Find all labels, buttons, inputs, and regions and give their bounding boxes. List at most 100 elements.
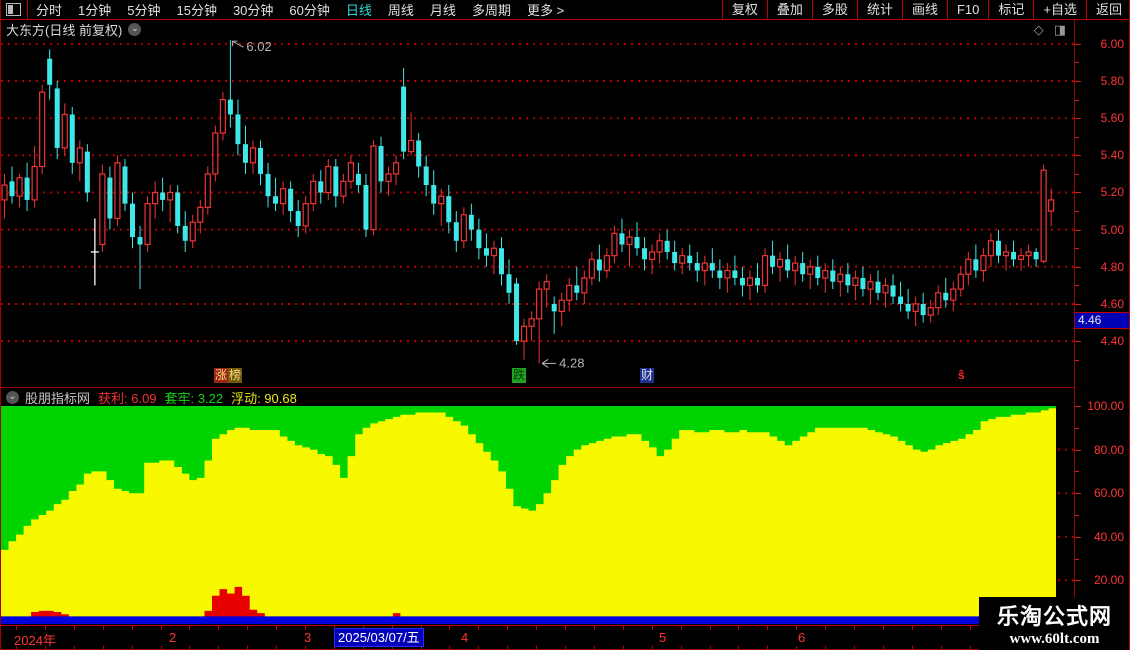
menu-item-10[interactable]: 更多 > xyxy=(526,3,565,18)
indicator-field-0: 获利: 6.09 xyxy=(98,390,157,406)
menu-item-8[interactable]: 月线 xyxy=(429,3,456,18)
timeline-tick xyxy=(710,646,711,649)
axis-tick xyxy=(1075,427,1079,429)
price-axis-label: 5.40 xyxy=(1100,148,1124,163)
timeline-tick xyxy=(363,646,364,649)
timeline-tick xyxy=(334,646,335,649)
menu-item-6[interactable]: 日线 xyxy=(345,3,372,18)
indicator-canvas[interactable] xyxy=(1,405,1074,625)
price-axis-label: 5.60 xyxy=(1100,111,1124,126)
chart-marker-2: 财 xyxy=(640,368,655,383)
indicator-name[interactable]: 股朋指标网 xyxy=(25,390,91,406)
chevron-down-icon[interactable]: ⌄ xyxy=(6,390,19,404)
price-axis-label: 5.00 xyxy=(1100,222,1124,237)
diamond-icon[interactable]: ◇ xyxy=(1033,22,1044,37)
chart-marker-0: 涨榜 xyxy=(214,368,243,383)
indicator-axis-label: 100.00 xyxy=(1087,399,1124,413)
price-axis-label: 5.80 xyxy=(1100,74,1124,89)
axis-tick xyxy=(1075,192,1081,194)
axis-tick xyxy=(1075,536,1081,538)
axis-tick xyxy=(1075,62,1079,64)
timeline-tick xyxy=(825,626,826,630)
tool-item-0[interactable]: 复权 xyxy=(721,0,767,20)
timeline-tick xyxy=(738,626,739,630)
menu-item-9[interactable]: 多周期 xyxy=(471,3,511,18)
main-chart-canvas[interactable]: 6.02 4.28 xyxy=(1,37,1074,387)
indicator-axis-label: 80.00 xyxy=(1093,442,1124,457)
divider xyxy=(27,0,28,20)
timeline-tick xyxy=(681,626,682,630)
axis-tick xyxy=(1075,118,1081,120)
axis-tick xyxy=(1075,341,1081,343)
title-bar: 大东方(日线 前复权) ⌄ ◇ ◨ xyxy=(1,21,1074,38)
timeline-tick xyxy=(449,646,450,649)
timeline-tick xyxy=(132,646,133,649)
tool-item-5[interactable]: F10 xyxy=(946,0,988,20)
indicator-header: ⌄ 股朋指标网 获利: 6.09 套牢: 3.22 浮动: 90.68 xyxy=(1,389,1074,406)
timeline-tick xyxy=(161,646,162,649)
tool-item-6[interactable]: 标记 xyxy=(988,0,1033,20)
stock-title[interactable]: 大东方(日线 前复权) xyxy=(6,22,123,38)
tool-item-3[interactable]: 统计 xyxy=(856,0,902,20)
menu-item-4[interactable]: 30分钟 xyxy=(232,3,274,18)
price-axis-label: 6.00 xyxy=(1100,36,1124,51)
menu-item-0[interactable]: 分时 xyxy=(36,3,63,18)
menu-item-1[interactable]: 1分钟 xyxy=(78,3,112,18)
tool-item-2[interactable]: 多股 xyxy=(811,0,857,20)
tool-item-1[interactable]: 叠加 xyxy=(766,0,812,20)
menu-item-7[interactable]: 周线 xyxy=(387,3,414,18)
indicator-axis-label: 60.00 xyxy=(1093,486,1124,501)
axis-tick xyxy=(1075,248,1079,250)
timeline[interactable]: 2024年 2 3 4 5 6 2025/03/07/五 xyxy=(1,625,1129,650)
timeline-tick xyxy=(16,626,17,630)
timeline-tick xyxy=(74,646,75,649)
timeline-label-1: 2 xyxy=(169,630,177,645)
price-axis-label: 4.40 xyxy=(1100,334,1124,349)
chevron-down-icon[interactable]: ⌄ xyxy=(128,22,142,36)
watermark-name: 乐淘公式网 xyxy=(996,604,1112,629)
timeline-tick xyxy=(565,646,566,649)
svg-text:4.28: 4.28 xyxy=(559,355,584,370)
axis-tick xyxy=(1075,136,1079,138)
timeline-tick xyxy=(218,646,219,649)
timeline-tick xyxy=(970,646,971,649)
timeline-tick xyxy=(796,646,797,649)
timeline-tick xyxy=(478,646,479,649)
timeline-tick xyxy=(623,646,624,649)
timeline-tick xyxy=(594,626,595,630)
timeline-tick xyxy=(941,626,942,630)
axis-tick xyxy=(1075,43,1081,45)
axis-tick xyxy=(1075,471,1079,473)
tool-item-8[interactable]: 返回 xyxy=(1085,0,1129,20)
timeline-tick xyxy=(305,646,306,649)
price-axis-label: 4.80 xyxy=(1100,259,1124,274)
top-menubar: 分时 1分钟 5分钟 15分钟 30分钟 60分钟 日线 周线 月线 多周期 更多 > 复权 叠加 多股… xyxy=(1,0,1129,20)
menu-item-5[interactable]: 60分钟 xyxy=(289,3,330,18)
menu-item-2[interactable]: 5分钟 xyxy=(127,3,161,18)
split-window-icon[interactable]: ◨ xyxy=(1053,22,1066,37)
timeline-tick xyxy=(652,626,653,630)
layout-icon[interactable] xyxy=(6,3,21,16)
tool-item-4[interactable]: 画线 xyxy=(901,0,947,20)
timeline-label-3: 4 xyxy=(461,630,469,645)
indicator-panel[interactable] xyxy=(1,405,1074,625)
axis-tick xyxy=(1075,580,1081,582)
main-chart-panel[interactable]: 6.02 4.28 涨榜 跌 财 ŝ xyxy=(1,37,1074,388)
timeline-tick xyxy=(912,626,913,630)
menu-item-3[interactable]: 15分钟 xyxy=(176,3,217,18)
timeline-tick xyxy=(189,626,190,630)
timeline-tick xyxy=(623,626,624,630)
timeline-tick xyxy=(478,626,479,630)
axis-tick xyxy=(1075,449,1081,451)
timeline-tick xyxy=(767,646,768,649)
chart-marker-1: 跌 xyxy=(512,368,527,383)
axis-tick xyxy=(1075,359,1079,361)
period-menu: 分时 1分钟 5分钟 15分钟 30分钟 60分钟 日线 周线 月线 多周期 更多 > xyxy=(1,0,572,20)
timeline-tick xyxy=(507,626,508,630)
timeline-tick xyxy=(103,626,104,630)
timeline-tick xyxy=(305,626,306,630)
tool-item-7[interactable]: +自选 xyxy=(1033,0,1086,20)
chart-marker-3: ŝ xyxy=(958,368,965,382)
indicator-field-1: 套牢: 3.22 xyxy=(164,390,224,406)
